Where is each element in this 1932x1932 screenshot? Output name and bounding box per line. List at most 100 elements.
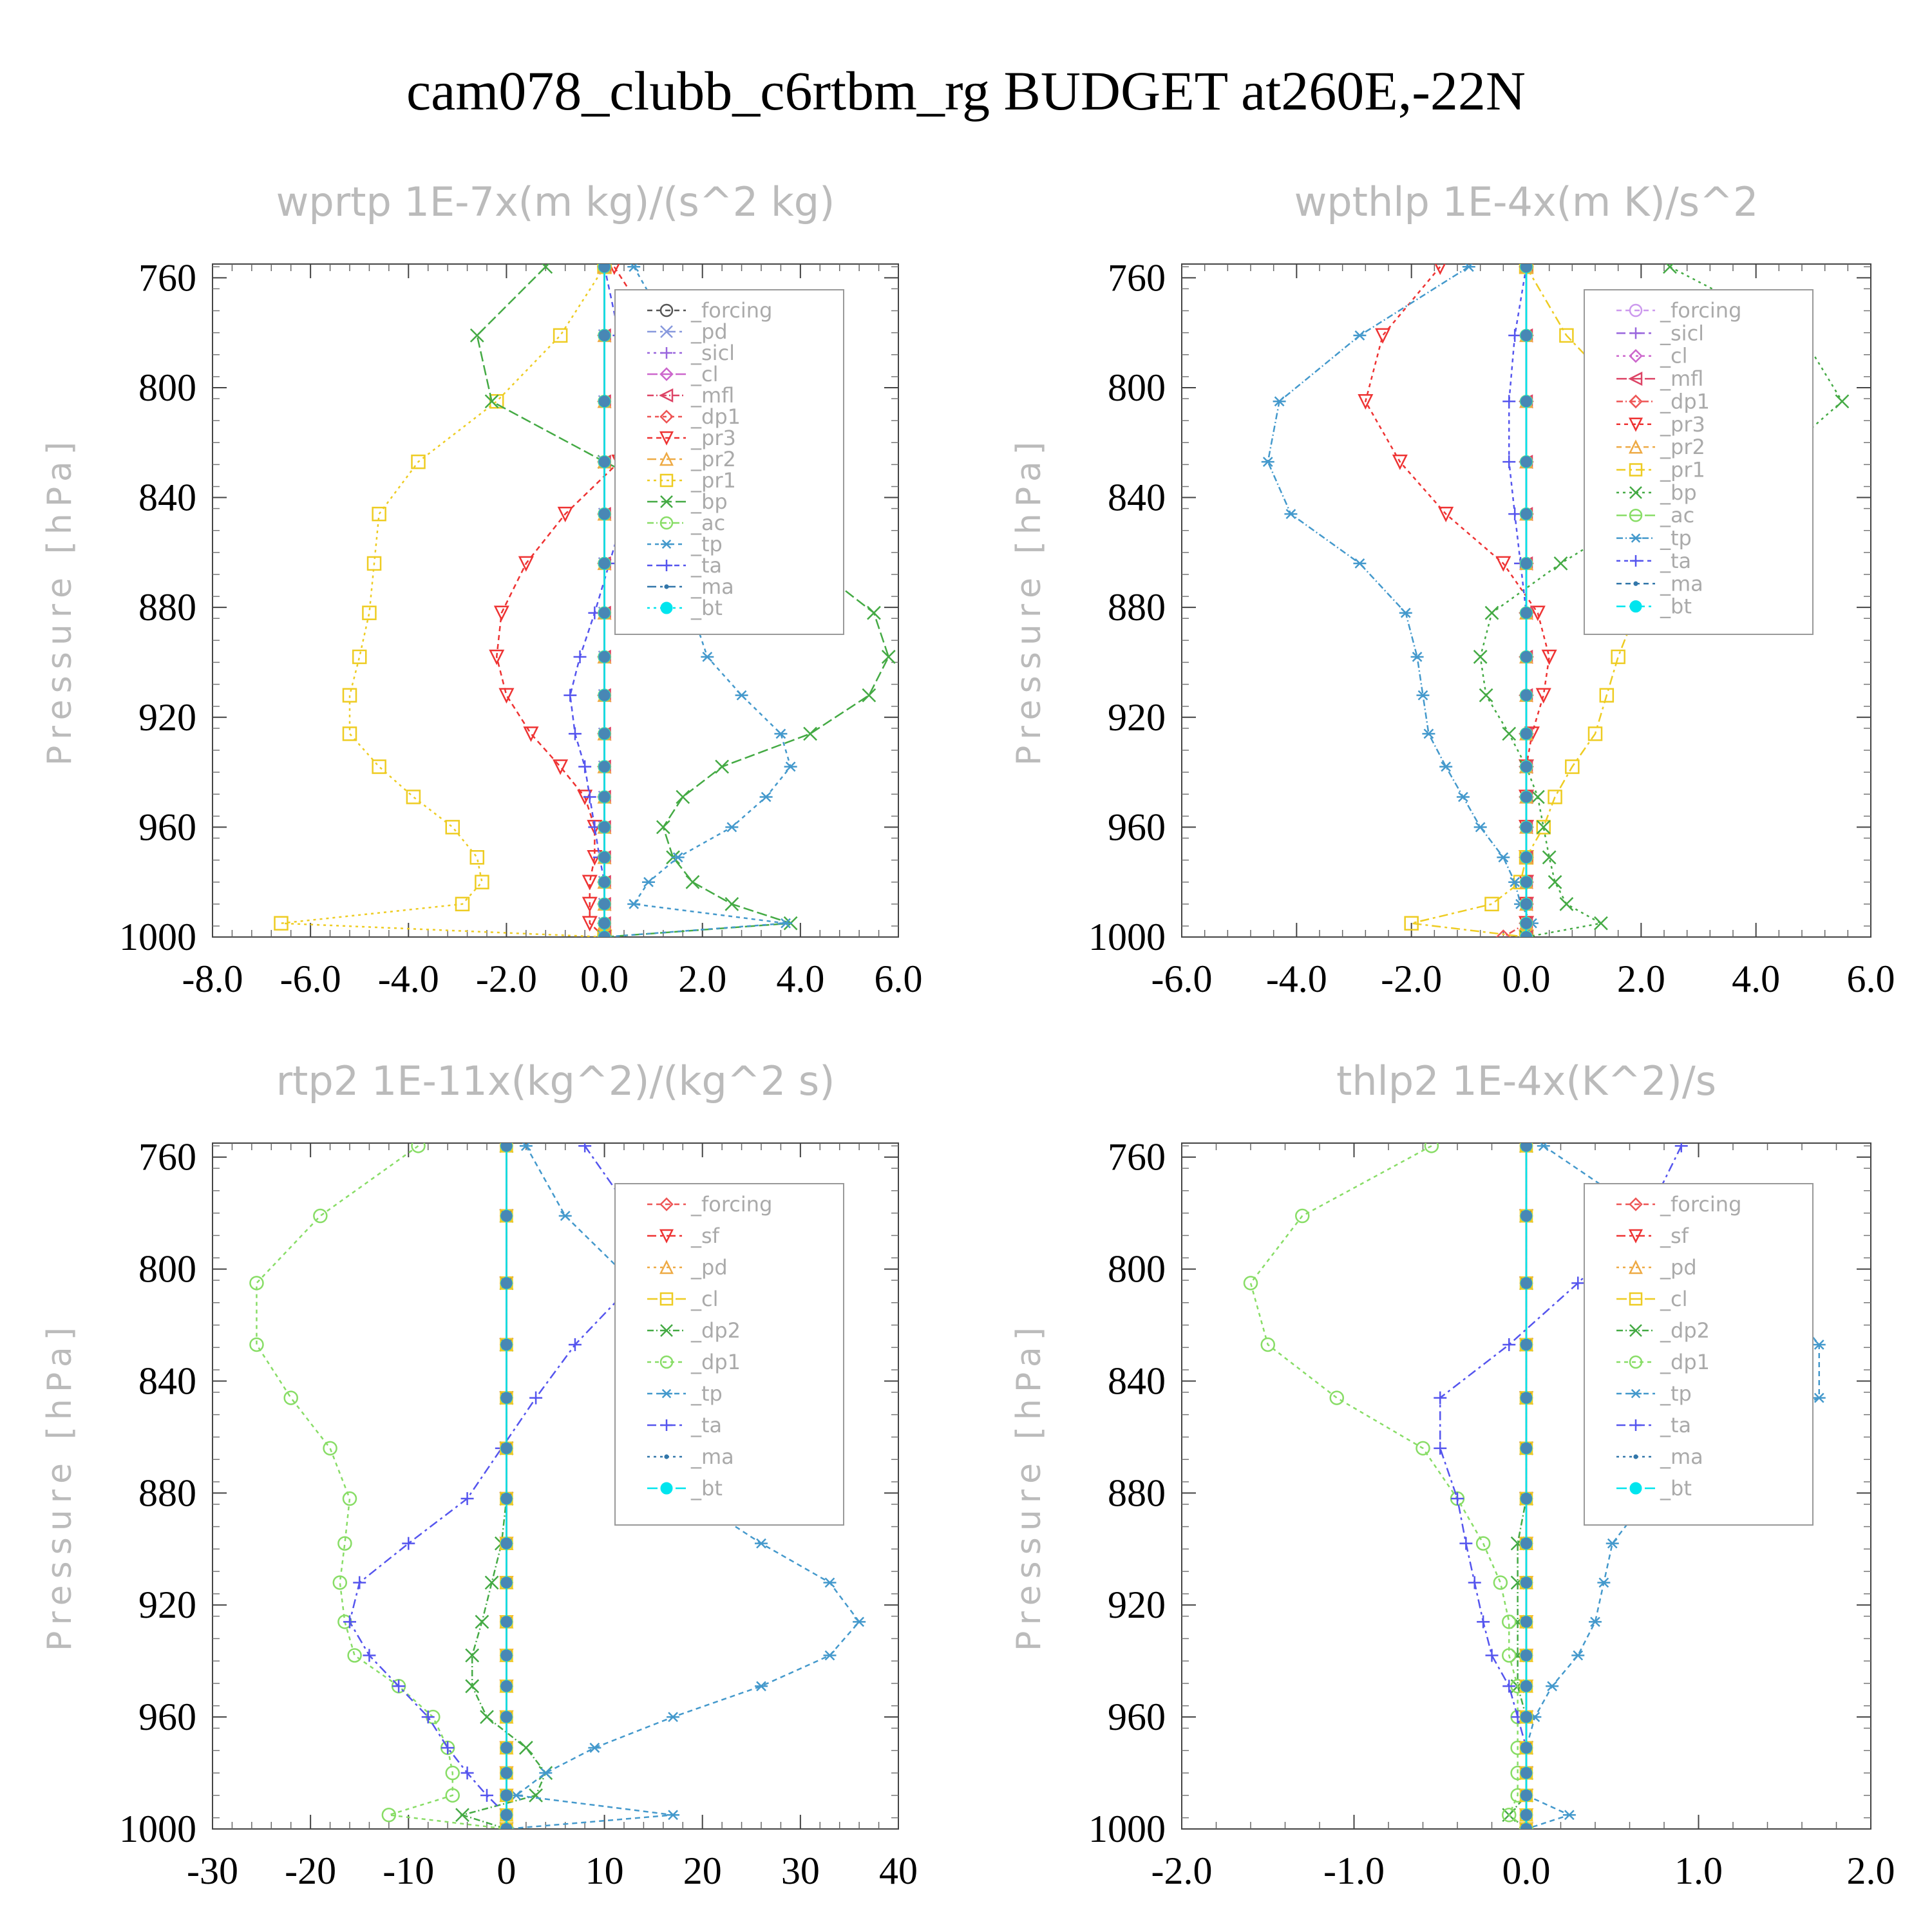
zero-point (1520, 1537, 1532, 1549)
data-point (484, 394, 499, 409)
series-ta (343, 1143, 641, 1829)
x-tick-label: 0.0 (1502, 958, 1551, 1000)
legend-label: _bt (690, 1476, 723, 1501)
data-point (642, 876, 656, 887)
data-point (402, 1537, 415, 1550)
y-tick-label: 1000 (1088, 1808, 1166, 1850)
zero-point (1520, 821, 1532, 833)
data-point (1468, 1576, 1481, 1589)
y-tick-label: 840 (138, 1359, 196, 1402)
legend-marker (1629, 1355, 1643, 1369)
data-point (725, 822, 739, 833)
legend-marker (664, 584, 669, 589)
legend-entry: _cl (1616, 1287, 1687, 1311)
data-point (343, 1615, 356, 1629)
data-point (564, 688, 577, 702)
legend-label: _ma (1660, 1444, 1703, 1469)
x-tick-label: 4.0 (776, 958, 824, 1000)
legend-label: _dp2 (1660, 1318, 1710, 1343)
x-tick-label: 0.0 (580, 958, 629, 1000)
data-point (1597, 1577, 1611, 1588)
data-point (538, 264, 553, 274)
legend-label: _ma (1660, 571, 1703, 596)
y-tick-label: 800 (1108, 366, 1166, 409)
zero-point (1520, 1577, 1532, 1589)
legend-label: _ta (1660, 549, 1691, 573)
panel-title: wprtp 1E-7x(m kg)/(s^2 kg) (276, 178, 835, 225)
data-point (1484, 605, 1499, 620)
legend-marker (661, 347, 672, 359)
zero-point (500, 1823, 513, 1829)
legend-entry: _ma (647, 1444, 734, 1469)
data-point (1605, 1538, 1619, 1549)
data-point (489, 649, 505, 665)
series-line (604, 266, 792, 937)
legend-label: _ta (1660, 1413, 1691, 1437)
legend-label: _cl (1660, 1287, 1687, 1311)
legend-entry: _tp (1616, 526, 1692, 551)
legend-label: _ta (690, 1413, 722, 1437)
data-point (1502, 395, 1516, 408)
legend-marker (1630, 327, 1642, 339)
x-tick-label: -2.0 (1381, 958, 1442, 1000)
legend-marker (1629, 394, 1643, 409)
legend-entry: _tp (647, 532, 723, 556)
legend-entry: _ma (1616, 1444, 1703, 1469)
data-point (1353, 330, 1367, 341)
legend-entry: _pr3 (647, 426, 736, 450)
data-point (469, 328, 484, 343)
legend-box (614, 289, 844, 635)
zero-point (500, 1143, 513, 1152)
data-point (1559, 896, 1574, 911)
legend-label: _forcing (690, 298, 772, 323)
data-point (1535, 688, 1551, 704)
data-point (573, 650, 587, 663)
legend: _forcing _sf _pd _cl _dp2 _dp1 _tp _ta _ma _bt (614, 1183, 844, 1526)
series-bt (500, 1143, 513, 1829)
x-tick-label: 0.0 (1502, 1850, 1551, 1892)
data-point (337, 1536, 352, 1551)
data-point (1502, 1615, 1517, 1629)
zero-point (1520, 1277, 1532, 1289)
legend-label: _pr2 (1660, 435, 1705, 459)
zero-point (598, 931, 611, 937)
panels: wprtp 1E-7x(m kg)/(s^2 kg) Pressure [hPa]… (41, 178, 1895, 1892)
zero-point (598, 329, 611, 341)
data-point (755, 1681, 768, 1692)
data-point (1353, 558, 1367, 569)
data-point (1404, 916, 1419, 931)
data-point (1835, 394, 1850, 409)
zero-point (1520, 1823, 1532, 1829)
legend-label: _dp1 (1660, 1350, 1710, 1374)
series-line (281, 266, 605, 937)
x-tick-label: 4.0 (1732, 958, 1780, 1000)
zero-point (1520, 1789, 1532, 1801)
data-point (249, 1276, 264, 1291)
legend-label: _tp (690, 532, 723, 556)
y-tick-label: 920 (138, 696, 196, 739)
zero-point (1520, 456, 1532, 468)
panel-title: thlp2 1E-4x(K^2)/s (1336, 1057, 1716, 1104)
data-point (249, 1337, 264, 1352)
legend-entry: _forcing (1616, 298, 1741, 323)
panel-title: wpthlp 1E-4x(m K)/s^2 (1294, 178, 1759, 225)
y-tick-label: 1000 (119, 1808, 196, 1850)
data-point (1477, 1615, 1490, 1629)
series-line (348, 1145, 635, 1829)
zero-overlay (1520, 1143, 1532, 1829)
y-axis-label: Pressure [hPa] (41, 435, 79, 766)
zero-point (598, 898, 611, 910)
data-point (352, 649, 367, 665)
plot-frame (212, 1142, 899, 1830)
data-point (1261, 457, 1274, 467)
data-point (1434, 1441, 1447, 1455)
x-tick-label: -1.0 (1323, 1850, 1385, 1892)
zero-point (500, 1741, 513, 1754)
series-line (1364, 266, 1550, 937)
data-point (759, 791, 773, 802)
data-point (1260, 1337, 1275, 1352)
zero-point (1520, 395, 1532, 408)
zero-point (500, 1789, 513, 1801)
data-point (342, 1491, 357, 1506)
data-point (342, 726, 357, 741)
